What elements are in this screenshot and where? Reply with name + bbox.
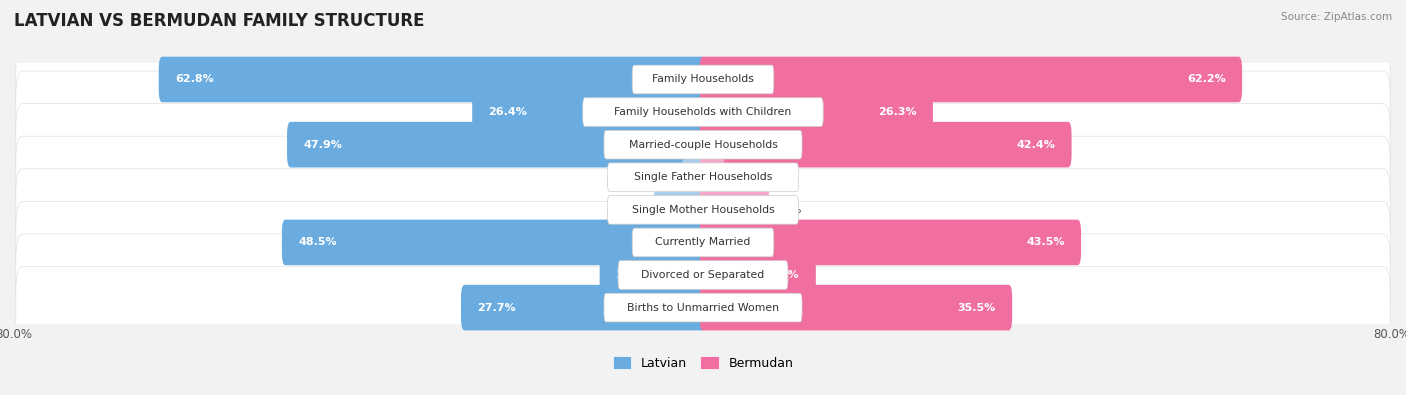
FancyBboxPatch shape [700, 252, 815, 298]
Text: 2.1%: 2.1% [728, 172, 756, 182]
FancyBboxPatch shape [15, 201, 1391, 284]
Text: Single Father Households: Single Father Households [634, 172, 772, 182]
Text: 62.8%: 62.8% [176, 75, 214, 85]
FancyBboxPatch shape [15, 267, 1391, 349]
FancyBboxPatch shape [582, 98, 824, 126]
FancyBboxPatch shape [15, 234, 1391, 316]
Text: Births to Unmarried Women: Births to Unmarried Women [627, 303, 779, 312]
FancyBboxPatch shape [461, 285, 706, 330]
FancyBboxPatch shape [700, 56, 1241, 102]
Text: 47.9%: 47.9% [304, 140, 342, 150]
FancyBboxPatch shape [700, 187, 769, 233]
FancyBboxPatch shape [15, 103, 1391, 186]
Text: 48.5%: 48.5% [298, 237, 337, 247]
Text: 5.3%: 5.3% [623, 205, 651, 215]
FancyBboxPatch shape [605, 130, 801, 159]
Text: 42.4%: 42.4% [1017, 140, 1056, 150]
FancyBboxPatch shape [607, 163, 799, 192]
Text: Family Households: Family Households [652, 75, 754, 85]
FancyBboxPatch shape [281, 220, 706, 265]
Legend: Latvian, Bermudan: Latvian, Bermudan [607, 352, 799, 375]
FancyBboxPatch shape [633, 228, 773, 257]
FancyBboxPatch shape [654, 187, 706, 233]
Text: 2.0%: 2.0% [651, 172, 679, 182]
Text: 27.7%: 27.7% [478, 303, 516, 312]
FancyBboxPatch shape [607, 196, 799, 224]
Text: Family Households with Children: Family Households with Children [614, 107, 792, 117]
FancyBboxPatch shape [159, 56, 706, 102]
Text: 26.4%: 26.4% [488, 107, 527, 117]
Text: LATVIAN VS BERMUDAN FAMILY STRUCTURE: LATVIAN VS BERMUDAN FAMILY STRUCTURE [14, 12, 425, 30]
Text: Currently Married: Currently Married [655, 237, 751, 247]
FancyBboxPatch shape [700, 89, 934, 135]
FancyBboxPatch shape [15, 71, 1391, 153]
Text: Source: ZipAtlas.com: Source: ZipAtlas.com [1281, 12, 1392, 22]
FancyBboxPatch shape [472, 89, 706, 135]
FancyBboxPatch shape [700, 220, 1081, 265]
Text: 62.2%: 62.2% [1187, 75, 1226, 85]
Text: Divorced or Separated: Divorced or Separated [641, 270, 765, 280]
FancyBboxPatch shape [682, 154, 706, 200]
FancyBboxPatch shape [633, 65, 773, 94]
FancyBboxPatch shape [619, 261, 787, 290]
Text: 11.6%: 11.6% [616, 270, 655, 280]
FancyBboxPatch shape [15, 169, 1391, 251]
Text: Married-couple Households: Married-couple Households [628, 140, 778, 150]
FancyBboxPatch shape [700, 285, 1012, 330]
FancyBboxPatch shape [15, 136, 1391, 218]
Text: 7.3%: 7.3% [773, 205, 801, 215]
FancyBboxPatch shape [700, 154, 724, 200]
FancyBboxPatch shape [700, 122, 1071, 167]
FancyBboxPatch shape [15, 38, 1391, 120]
Text: 35.5%: 35.5% [957, 303, 995, 312]
Text: Single Mother Households: Single Mother Households [631, 205, 775, 215]
FancyBboxPatch shape [287, 122, 706, 167]
FancyBboxPatch shape [605, 293, 801, 322]
Text: 26.3%: 26.3% [877, 107, 917, 117]
Text: 43.5%: 43.5% [1026, 237, 1064, 247]
Text: 12.7%: 12.7% [761, 270, 800, 280]
FancyBboxPatch shape [599, 252, 706, 298]
